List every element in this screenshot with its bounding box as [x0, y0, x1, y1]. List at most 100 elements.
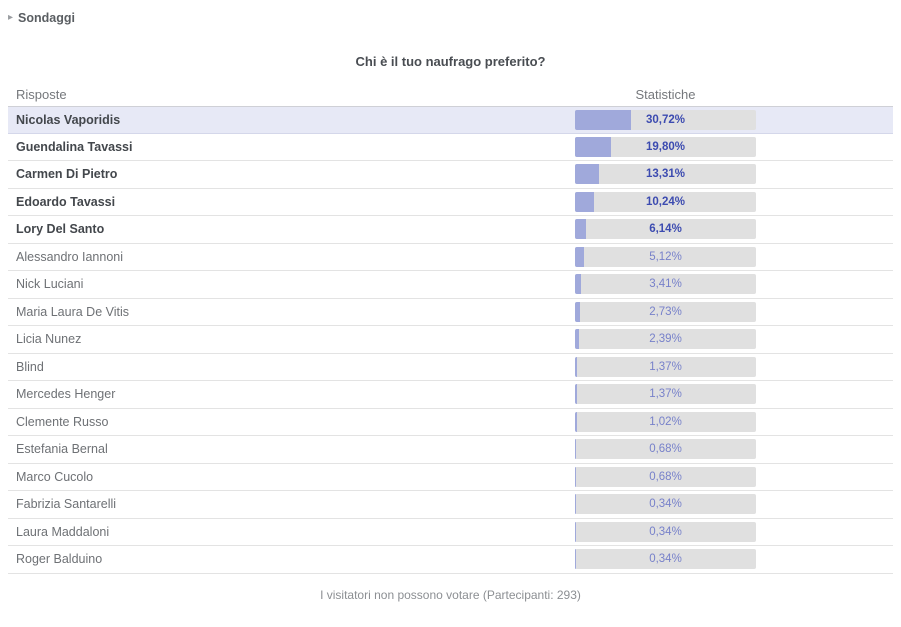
- result-percentage: 6,14%: [649, 223, 682, 236]
- result-bar-track: 6,14%: [575, 219, 756, 240]
- result-percentage: 0,68%: [649, 443, 682, 456]
- answers-column-header: Risposte: [16, 87, 67, 102]
- answer-label: Alessandro Iannoni: [16, 249, 124, 264]
- answer-label: Clemente Russo: [16, 414, 109, 429]
- result-bar-fill: [575, 301, 580, 322]
- result-bar-fill: [575, 136, 611, 157]
- result-percentage: 0,34%: [649, 498, 682, 511]
- poll-results-table: Risposte Statistiche Nicolas Vaporidis 30…: [8, 83, 893, 574]
- breadcrumb: ▸ Sondaggi: [0, 0, 901, 26]
- poll-row: Marco Cucolo 0,68%: [8, 463, 893, 491]
- poll-row: Estefania Bernal 0,68%: [8, 436, 893, 464]
- answer-label: Roger Balduino: [16, 552, 103, 567]
- result-bar-track: 19,80%: [575, 136, 756, 157]
- poll-row: Licia Nunez 2,39%: [8, 326, 893, 354]
- answer-stats: 13,31%: [567, 164, 893, 185]
- answer-label: Laura Maddaloni: [16, 524, 110, 539]
- result-percentage: 0,34%: [649, 553, 682, 566]
- result-percentage: 0,68%: [649, 470, 682, 483]
- result-percentage: 2,39%: [649, 333, 682, 346]
- result-bar-fill: [575, 274, 582, 295]
- chevron-right-icon: ▸: [8, 12, 14, 23]
- result-bar-track: 1,37%: [575, 356, 756, 377]
- poll-row: Blind 1,37%: [8, 353, 893, 381]
- answer-stats: 0,68%: [567, 439, 893, 460]
- answer-label: Carmen Di Pietro: [16, 167, 118, 182]
- result-percentage: 10,24%: [645, 195, 685, 208]
- poll-row: Lory Del Santo 6,14%: [8, 216, 893, 244]
- result-bar-fill: [575, 411, 577, 432]
- result-bar-fill: [575, 384, 578, 405]
- poll-row: Laura Maddaloni 0,34%: [8, 518, 893, 546]
- result-bar-track: 0,68%: [575, 439, 756, 460]
- poll-row: Nick Luciani 3,41%: [8, 271, 893, 299]
- result-bar-track: 0,34%: [575, 549, 756, 570]
- result-bar-fill: [575, 494, 576, 515]
- result-bar-fill: [575, 521, 576, 542]
- answer-label: Guendalina Tavassi: [16, 139, 133, 154]
- result-percentage: 19,80%: [645, 140, 685, 153]
- answer-label: Blind: [16, 359, 44, 374]
- answer-stats: 19,80%: [567, 136, 893, 157]
- result-bar-track: 0,68%: [575, 466, 756, 487]
- answer-label: Fabrizia Santarelli: [16, 497, 117, 512]
- result-bar-track: 2,73%: [575, 301, 756, 322]
- answer-label: Estefania Bernal: [16, 442, 108, 457]
- answer-label: Mercedes Henger: [16, 387, 116, 402]
- result-percentage: 13,31%: [645, 168, 685, 181]
- answer-stats: 10,24%: [567, 191, 893, 212]
- result-bar-fill: [575, 549, 576, 570]
- poll-row: Carmen Di Pietro 13,31%: [8, 161, 893, 189]
- result-bar-fill: [575, 356, 578, 377]
- poll-row: Mercedes Henger 1,37%: [8, 381, 893, 409]
- result-bar-track: 1,37%: [575, 384, 756, 405]
- answer-stats: 1,02%: [567, 411, 893, 432]
- stats-column-header: Statistiche: [635, 87, 696, 102]
- answer-stats: 1,37%: [567, 356, 893, 377]
- result-bar-track: 10,24%: [575, 191, 756, 212]
- result-bar-fill: [575, 329, 580, 350]
- answer-label: Edoardo Tavassi: [16, 194, 116, 209]
- result-bar-track: 1,02%: [575, 411, 756, 432]
- result-bar-fill: [575, 109, 631, 130]
- poll-row: Roger Balduino 0,34%: [8, 546, 893, 574]
- result-bar-track: 13,31%: [575, 164, 756, 185]
- answer-label: Lory Del Santo: [16, 222, 105, 237]
- answer-label: Nicolas Vaporidis: [16, 112, 121, 127]
- answer-stats: 0,34%: [567, 494, 893, 515]
- poll-footer-note: I visitatori non possono votare (Parteci…: [320, 587, 581, 602]
- answer-stats: 30,72%: [567, 109, 893, 130]
- answer-stats: 1,37%: [567, 384, 893, 405]
- answer-label: Licia Nunez: [16, 332, 82, 347]
- result-percentage: 5,12%: [649, 250, 682, 263]
- result-percentage: 1,37%: [649, 388, 682, 401]
- poll-row: Fabrizia Santarelli 0,34%: [8, 491, 893, 519]
- breadcrumb-sondaggi-link[interactable]: Sondaggi: [18, 11, 75, 25]
- result-bar-track: 0,34%: [575, 494, 756, 515]
- result-bar-fill: [575, 164, 600, 185]
- result-bar-track: 5,12%: [575, 246, 756, 267]
- result-percentage: 3,41%: [649, 278, 682, 291]
- result-bar-track: 30,72%: [575, 109, 756, 130]
- poll-row: Clemente Russo 1,02%: [8, 408, 893, 436]
- poll-row: Alessandro Iannoni 5,12%: [8, 243, 893, 271]
- result-bar-fill: [575, 439, 577, 460]
- answer-label: Maria Laura De Vitis: [16, 304, 130, 319]
- result-bar-track: 0,34%: [575, 521, 756, 542]
- poll-rows: Nicolas Vaporidis 30,72% Guendalina Tavass…: [8, 106, 893, 574]
- poll-row: Maria Laura De Vitis 2,73%: [8, 298, 893, 326]
- answer-stats: 3,41%: [567, 274, 893, 295]
- result-percentage: 1,02%: [649, 415, 682, 428]
- answer-stats: 0,68%: [567, 466, 893, 487]
- poll-row: Edoardo Tavassi 10,24%: [8, 188, 893, 216]
- result-bar-fill: [575, 219, 587, 240]
- answer-stats: 0,34%: [567, 549, 893, 570]
- result-percentage: 0,34%: [649, 525, 682, 538]
- table-header-row: Risposte Statistiche: [8, 83, 893, 106]
- answer-stats: 2,73%: [567, 301, 893, 322]
- poll-row: Nicolas Vaporidis 30,72%: [8, 106, 893, 134]
- result-percentage: 1,37%: [649, 360, 682, 373]
- result-bar-track: 3,41%: [575, 274, 756, 295]
- result-bar-fill: [575, 191, 594, 212]
- answer-stats: 5,12%: [567, 246, 893, 267]
